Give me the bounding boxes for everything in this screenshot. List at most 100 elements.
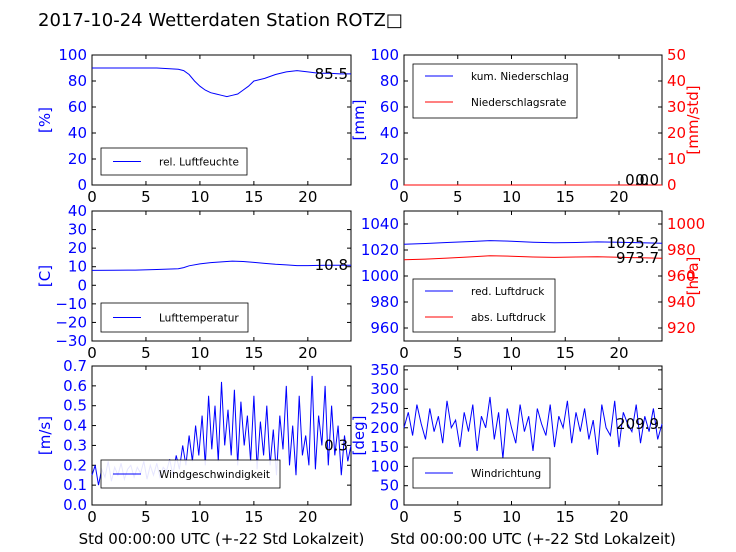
x-tick-label: 10 [190, 188, 209, 206]
y-tick-label: 350 [370, 361, 399, 379]
x-tick-label: 10 [502, 344, 521, 362]
x-axis-label: Std 00:00:00 UTC (+-22 Std Lokalzeit) [79, 530, 365, 548]
x-tick-label: 20 [298, 188, 317, 206]
y-tick-label: 30 [68, 221, 87, 239]
x-tick-label: 0 [87, 508, 97, 526]
precipitation-chart: 0 5 10 15 20 0 20 40 60 80 100 0 10 20 30 40 50 [mm] [mm/s… [350, 46, 702, 206]
series-line [403, 255, 663, 261]
pressure-chart: 0 5 10 15 20 960 980 1000 1020 1040 920 940 960 980 10… [361, 210, 705, 362]
x-tick-label: 10 [190, 508, 209, 526]
x-tick-label: 15 [244, 188, 263, 206]
last-value-label: 85.5 [315, 65, 348, 83]
legend-label: Windgeschwindigkeit [159, 469, 270, 481]
y-tick-label: 10 [68, 258, 87, 276]
y-tick-label: 100 [370, 457, 399, 475]
series-line [91, 260, 351, 271]
x-axis-label: Std 00:00:00 UTC (+-22 Std Lokalzeit) [390, 530, 676, 548]
x-tick-label: 15 [556, 508, 575, 526]
plot-frame [91, 365, 352, 506]
series-line [403, 240, 663, 245]
x-tick-label: 5 [453, 188, 463, 206]
y-tick-label: 200 [370, 419, 399, 437]
x-tick-label: 0 [399, 188, 409, 206]
y-tick-label: 0.7 [63, 357, 87, 375]
plot-frame [403, 365, 663, 506]
legend-box [412, 63, 578, 119]
legend-label: abs. Luftdruck [471, 312, 547, 324]
series-line [92, 67, 351, 98]
y-tick-label: 0.2 [63, 456, 87, 474]
y-tick-label: 20 [380, 150, 399, 168]
y2-axis-label: [mm/std] [684, 85, 702, 154]
legend-label: Windrichtung [471, 468, 541, 480]
y-tick-label: 980 [370, 293, 399, 311]
x-tick-label: 5 [141, 508, 151, 526]
x-tick-label: 20 [609, 344, 628, 362]
y-tick-label: 80 [380, 72, 399, 90]
legend-label: rel. Luftfeuchte [159, 157, 239, 169]
x-tick-label: 5 [453, 344, 463, 362]
legend-box [412, 278, 556, 333]
y2-tick-label: 980 [667, 241, 696, 259]
y-tick-label: 0 [389, 496, 399, 514]
series-line [403, 396, 663, 459]
x-tick-label: 15 [556, 344, 575, 362]
y2-tick-label: 0 [667, 176, 677, 194]
x-tick-label: 0 [87, 344, 97, 362]
x-tick-label: 15 [244, 508, 263, 526]
legend-label: kum. Niederschlag [471, 71, 569, 83]
y-tick-label: 0.1 [63, 476, 87, 494]
last-value-label: 973.7 [616, 249, 659, 267]
y-tick-label: 1000 [361, 267, 399, 285]
y-tick-label: 80 [68, 72, 87, 90]
x-tick-label: 5 [453, 508, 463, 526]
last-value-label: 10.8 [315, 256, 348, 274]
y-tick-label: 100 [58, 46, 87, 64]
wind-speed-chart: 0 5 10 15 200.00.10.20.30.40.50.60.7[m/s]Std… [36, 357, 364, 548]
y-tick-label: 0.4 [63, 417, 87, 435]
y2-axis-label: [hPa] [684, 257, 702, 296]
x-tick-label: 0 [87, 188, 97, 206]
x-tick-label: 10 [190, 344, 209, 362]
y-tick-label: 250 [370, 399, 399, 417]
legend-label: Niederschlagsrate [471, 97, 566, 109]
y-tick-label: 0.0 [63, 496, 87, 514]
x-tick-label: 10 [502, 188, 521, 206]
y2-tick-label: 20 [667, 124, 686, 142]
x-tick-label: 5 [141, 344, 151, 362]
plot-frame [91, 210, 352, 342]
y-tick-label: 300 [370, 380, 399, 398]
y-tick-label: 50 [380, 477, 399, 495]
y-tick-label: −20 [55, 313, 87, 331]
y-tick-label: 150 [370, 438, 399, 456]
y2-tick-label: 1000 [667, 215, 705, 233]
x-tick-label: 20 [609, 508, 628, 526]
y-axis-label: [C] [36, 265, 54, 287]
y-tick-label: 40 [68, 124, 87, 142]
y-tick-label: 60 [380, 98, 399, 116]
x-tick-label: 20 [298, 344, 317, 362]
y2-tick-label: 940 [667, 293, 696, 311]
y-tick-label: 40 [68, 202, 87, 220]
y-tick-label: 40 [380, 124, 399, 142]
y-tick-label: −10 [55, 295, 87, 313]
last-value-label: 0.0 [625, 171, 649, 189]
x-tick-label: 20 [298, 508, 317, 526]
last-value-label: 0.3 [324, 436, 348, 454]
y-tick-label: 100 [370, 46, 399, 64]
last-value-label: 0.0 [635, 171, 659, 189]
y-tick-label: 0 [389, 176, 399, 194]
y-tick-label: 0 [77, 276, 87, 294]
x-tick-label: 20 [609, 188, 628, 206]
y-tick-label: −30 [55, 332, 87, 350]
y-axis-label: [deg] [350, 416, 368, 456]
y2-tick-label: 920 [667, 319, 696, 337]
x-tick-label: 10 [502, 508, 521, 526]
x-tick-label: 0 [399, 508, 409, 526]
y-tick-label: 20 [68, 150, 87, 168]
last-value-label: 209.9 [616, 415, 659, 433]
legend-label: Lufttemperatur [159, 313, 239, 325]
figure-title: 2017-10-24 Wetterdaten Station ROTZ□ [38, 10, 403, 31]
